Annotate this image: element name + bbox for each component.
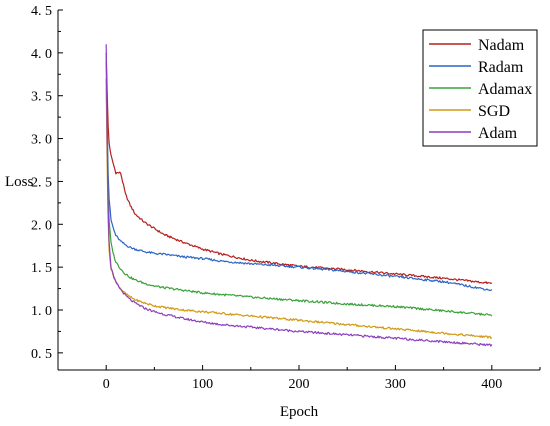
x-tick-label: 400 [481, 377, 502, 392]
y-tick-label: 2. 5 [31, 175, 52, 190]
x-tick-label: 100 [192, 377, 213, 392]
legend: Nadam Radam Adamax SGD Adam [422, 29, 538, 147]
series-line-radam [105, 61, 493, 292]
series-line-adam [105, 44, 493, 347]
y-tick-label: 1. 5 [31, 261, 52, 276]
y-tick-label: 2. 0 [31, 218, 52, 233]
series-layer [105, 44, 493, 347]
legend-label-nadam: Nadam [478, 37, 525, 54]
legend-label-sgd: SGD [478, 103, 510, 120]
y-tick-label: 1. 0 [31, 304, 52, 319]
x-tick-label: 200 [289, 377, 310, 392]
y-tick-label: 3. 0 [31, 133, 52, 148]
y-tick-label: 3. 5 [31, 90, 52, 105]
series-line-sgd [105, 87, 493, 340]
x-tick-label: 300 [385, 377, 406, 392]
x-tick-label: 0 [103, 377, 110, 392]
legend-label-adam: Adam [478, 125, 518, 142]
y-tick-label: 4. 0 [31, 47, 52, 62]
x-axis-title: Epoch [280, 404, 319, 420]
y-tick-label: 0. 5 [31, 347, 52, 362]
legend-label-adamax: Adamax [478, 81, 532, 98]
series-line-adamax [105, 78, 493, 317]
axes: 0. 5 1. 0 1. 5 2. 0 2. 5 3. 0 3. 5 4. 0 4. 5 0 100… [31, 4, 541, 392]
y-axis-title: Loss [5, 174, 34, 190]
legend-label-radam: Radam [478, 59, 524, 76]
y-tick-label: 4. 5 [31, 4, 52, 19]
